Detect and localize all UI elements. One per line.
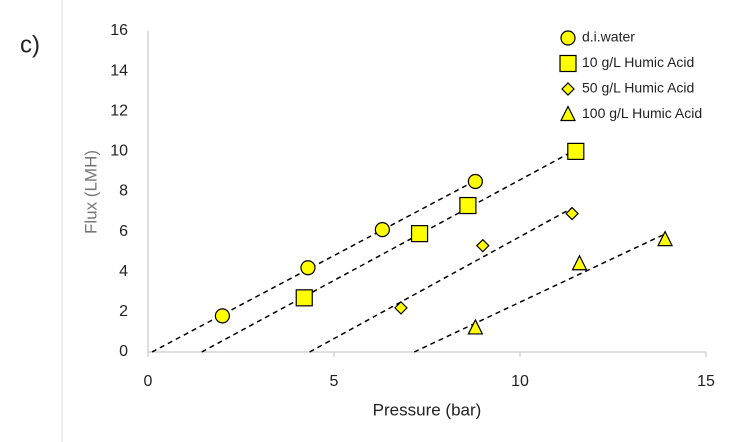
x-axis-title: Pressure (bar) [373,400,482,419]
legend-label: 10 g/L Humic Acid [582,54,694,70]
legend-label: d.i.water [582,29,635,45]
x-tick-label: 10 [511,373,529,390]
y-tick-label: 10 [110,143,128,160]
trendline [309,207,573,353]
marker [214,308,230,324]
y-tick-label: 16 [110,22,128,39]
y-tick-label: 12 [110,102,128,119]
marker [467,173,483,190]
legend-label: 50 g/L Humic Acid [582,80,694,96]
x-tick-label: 5 [330,373,339,390]
marker [300,260,316,276]
marker [374,222,390,238]
x-tick-label: 0 [144,373,153,390]
y-axis-title: Flux (LMH) [81,150,100,234]
marker [571,254,588,271]
trendline [413,233,666,353]
legend-marker [559,54,577,73]
legend-marker [560,30,576,46]
marker [657,230,674,247]
marker [410,225,429,243]
legend-marker [560,105,576,122]
marker [394,301,408,315]
marker [459,196,477,215]
y-tick-label: 0 [119,343,128,360]
y-tick-label: 14 [110,62,128,79]
marker [567,142,585,160]
marker [565,206,579,221]
y-tick-label: 2 [119,303,128,320]
y-tick-label: 6 [119,223,128,240]
marker [475,238,490,253]
y-tick-label: 8 [119,183,128,200]
y-tick-label: 4 [119,263,128,280]
legend-marker [561,82,575,96]
panel-label: c) [20,31,40,58]
marker [295,289,313,307]
legend-label: 100 g/L Humic Acid [582,105,702,121]
x-tick-label: 15 [697,373,715,390]
trendline [201,149,577,353]
marker [467,318,484,335]
